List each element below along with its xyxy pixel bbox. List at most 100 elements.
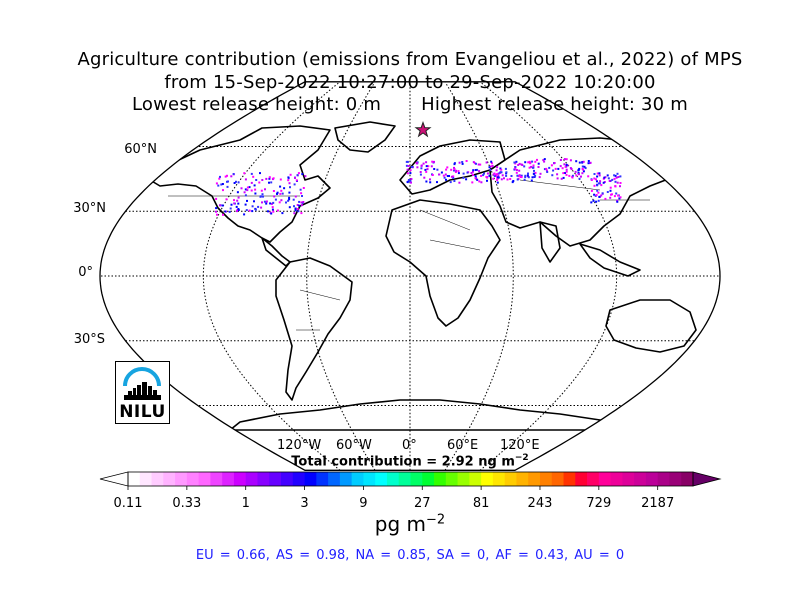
emission-speck	[577, 169, 580, 172]
emission-speck	[614, 174, 617, 177]
emission-speck	[501, 174, 504, 177]
emission-speck	[537, 162, 540, 165]
emission-speck	[436, 181, 438, 184]
emission-speck	[593, 173, 596, 175]
colorbar-segment	[669, 472, 682, 486]
emission-speck	[453, 169, 455, 172]
colorbar-segment	[575, 472, 588, 486]
emission-speck	[527, 176, 530, 179]
emission-speck	[486, 172, 489, 175]
emission-speck	[590, 201, 593, 204]
emission-speck	[276, 192, 278, 195]
emission-speck	[472, 173, 474, 176]
emission-speck	[466, 171, 469, 174]
emission-speck	[485, 161, 488, 164]
emission-speck	[582, 160, 585, 163]
emission-speck	[281, 192, 284, 195]
emission-speck	[226, 180, 228, 183]
emission-speck	[289, 173, 292, 176]
emission-speck	[453, 168, 456, 171]
colorbar-tick-label: 0.33	[172, 496, 202, 511]
country-border	[519, 179, 601, 191]
emission-speck	[587, 175, 590, 178]
emission-speck	[301, 173, 304, 176]
emission-speck	[273, 195, 276, 198]
emission-speck	[497, 177, 499, 180]
colorbar-segment	[222, 472, 235, 486]
emission-speck	[595, 178, 597, 181]
lat-label-30s: 30°S	[73, 332, 105, 347]
emission-speck	[237, 202, 240, 205]
emission-speck	[265, 202, 268, 205]
emission-speck	[524, 176, 527, 179]
emission-speck	[614, 180, 617, 183]
colorbar-under-arrow	[99, 471, 129, 487]
emission-speck	[603, 176, 606, 179]
emission-speck	[532, 164, 535, 167]
colorbar-segment	[587, 472, 600, 486]
colorbar-segment	[245, 472, 258, 486]
emission-cluster	[405, 160, 537, 184]
emission-speck	[534, 174, 537, 177]
emission-speck	[260, 189, 263, 192]
unit-base: pg m	[374, 512, 427, 536]
emission-speck	[259, 172, 261, 175]
emission-speck	[533, 169, 535, 172]
emission-speck	[293, 205, 295, 208]
emission-speck	[478, 180, 481, 183]
emission-speck	[240, 187, 243, 190]
emission-speck	[600, 184, 603, 187]
emission-speck	[458, 161, 461, 164]
emission-speck	[230, 175, 233, 178]
emission-speck	[221, 204, 224, 207]
lon-label-60w: 60°W	[336, 438, 372, 453]
emission-speck	[619, 196, 622, 199]
emission-speck	[298, 200, 301, 203]
africa-outline	[385, 199, 501, 327]
emission-speck	[221, 183, 224, 185]
emission-speck	[222, 189, 224, 192]
emission-speck	[604, 176, 607, 179]
emission-speck	[215, 210, 217, 213]
emission-speck	[425, 170, 428, 173]
emission-speck	[554, 167, 557, 170]
emission-speck	[274, 198, 277, 201]
emission-speck	[430, 165, 433, 168]
emission-speck	[244, 194, 247, 197]
emission-speck	[548, 166, 551, 169]
colorbar-segment	[469, 472, 482, 486]
emission-speck	[611, 193, 613, 196]
colorbar-segment	[445, 472, 458, 486]
emission-speck	[559, 165, 562, 168]
emission-speck	[302, 201, 305, 203]
emission-speck	[616, 199, 619, 202]
emission-speck	[571, 174, 574, 177]
emission-speck	[609, 186, 612, 189]
emission-speck	[229, 207, 232, 210]
emission-speck	[243, 213, 246, 216]
emission-speck	[478, 170, 481, 173]
emission-speck	[294, 176, 296, 179]
emission-speck	[233, 199, 235, 202]
emission-speck	[287, 179, 290, 182]
colorbar-segment	[434, 472, 447, 486]
emission-speck	[511, 181, 514, 184]
emission-speck	[590, 179, 593, 181]
emission-speck	[596, 184, 599, 187]
emission-speck	[257, 205, 260, 208]
emission-speck	[218, 177, 221, 180]
emission-speck	[531, 160, 534, 163]
emission-speck	[490, 162, 493, 165]
emission-speck	[616, 172, 619, 175]
emission-speck	[565, 163, 568, 166]
release-site-star-icon	[414, 120, 432, 138]
emission-speck	[267, 210, 269, 213]
meridian-line	[202, 81, 341, 471]
emission-speck	[265, 200, 268, 203]
emission-speck	[581, 161, 584, 163]
emission-speck	[272, 177, 275, 180]
colorbar-segment	[128, 472, 141, 486]
emission-speck	[520, 176, 523, 179]
emission-speck	[499, 171, 502, 174]
emission-speck	[253, 184, 256, 187]
